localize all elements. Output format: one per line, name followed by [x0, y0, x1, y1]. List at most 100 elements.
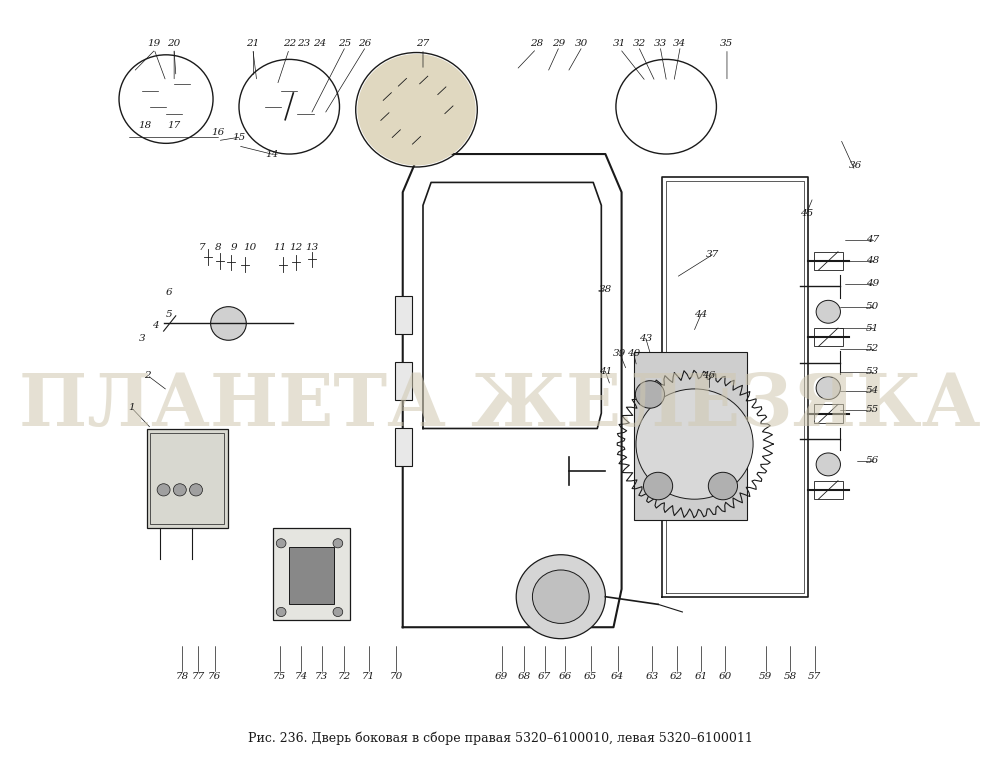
Bar	[395, 362, 412, 401]
Text: 13: 13	[305, 243, 319, 252]
Text: 35: 35	[720, 39, 734, 47]
Circle shape	[816, 377, 840, 400]
Text: 34: 34	[673, 39, 687, 47]
Text: 22: 22	[283, 39, 296, 47]
Text: 7: 7	[198, 243, 205, 252]
Text: 12: 12	[289, 243, 302, 252]
Text: 45: 45	[800, 209, 813, 218]
Circle shape	[276, 538, 286, 548]
Text: 72: 72	[338, 673, 351, 681]
Text: 5: 5	[166, 309, 173, 319]
Circle shape	[333, 607, 343, 617]
Text: 69: 69	[495, 673, 508, 681]
Text: 67: 67	[538, 673, 551, 681]
Text: 50: 50	[866, 302, 879, 311]
Circle shape	[157, 484, 170, 496]
Text: 77: 77	[192, 673, 205, 681]
Text: 56: 56	[866, 457, 879, 466]
Text: 47: 47	[866, 235, 879, 244]
Circle shape	[211, 306, 246, 340]
Text: 8: 8	[215, 243, 221, 252]
Text: 44: 44	[694, 309, 708, 319]
Text: 43: 43	[639, 334, 653, 343]
Circle shape	[333, 538, 343, 548]
Text: 73: 73	[315, 673, 328, 681]
Bar	[634, 352, 747, 520]
Text: 10: 10	[244, 243, 257, 252]
Text: 6: 6	[166, 289, 173, 297]
Text: 25: 25	[338, 39, 351, 47]
Text: 31: 31	[613, 39, 627, 47]
Text: 41: 41	[599, 367, 612, 376]
Text: 1: 1	[128, 403, 134, 412]
Circle shape	[708, 473, 738, 499]
Text: 15: 15	[232, 133, 246, 142]
Text: ПЛАНЕТА ЖЕЛЕЗЯКА: ПЛАНЕТА ЖЕЛЕЗЯКА	[19, 371, 981, 441]
Circle shape	[516, 555, 605, 639]
Bar	[273, 528, 350, 620]
Circle shape	[357, 54, 476, 165]
Text: 4: 4	[152, 321, 159, 330]
Circle shape	[276, 607, 286, 617]
Circle shape	[643, 473, 673, 499]
Text: 18: 18	[138, 120, 152, 129]
Text: 57: 57	[808, 673, 821, 681]
Text: Рис. 236. Дверь боковая в сборе правая 5320–6100010, левая 5320–6100011: Рис. 236. Дверь боковая в сборе правая 5…	[248, 732, 752, 745]
Text: 26: 26	[358, 39, 371, 47]
Text: 63: 63	[646, 673, 659, 681]
Text: 20: 20	[168, 39, 181, 47]
Text: 66: 66	[558, 673, 571, 681]
Bar	[814, 328, 843, 346]
Text: 28: 28	[530, 39, 543, 47]
Text: 71: 71	[362, 673, 375, 681]
Text: 17: 17	[168, 120, 181, 129]
Text: 27: 27	[416, 39, 430, 47]
Text: 39: 39	[613, 349, 627, 358]
Circle shape	[532, 570, 589, 624]
Text: 3: 3	[138, 334, 145, 343]
Text: 21: 21	[246, 39, 259, 47]
Text: 19: 19	[147, 39, 160, 47]
Text: 16: 16	[211, 128, 225, 137]
Text: 68: 68	[518, 673, 531, 681]
Text: 36: 36	[848, 161, 862, 170]
Text: 48: 48	[866, 257, 879, 265]
Text: 76: 76	[208, 673, 221, 681]
Text: 61: 61	[694, 673, 708, 681]
Bar	[395, 296, 412, 334]
Text: 64: 64	[611, 673, 624, 681]
Text: 62: 62	[670, 673, 683, 681]
Circle shape	[635, 381, 665, 408]
Text: 58: 58	[784, 673, 797, 681]
Text: 38: 38	[599, 286, 612, 294]
Text: 11: 11	[273, 243, 286, 252]
Circle shape	[636, 389, 753, 499]
Text: 2: 2	[144, 371, 151, 380]
Text: 46: 46	[703, 371, 716, 380]
Text: 54: 54	[866, 386, 879, 395]
Bar	[147, 429, 228, 528]
Bar	[395, 428, 412, 466]
Circle shape	[816, 453, 840, 476]
Text: 52: 52	[866, 344, 879, 353]
Text: 51: 51	[866, 323, 879, 332]
Text: 40: 40	[627, 349, 640, 358]
Text: 33: 33	[654, 39, 667, 47]
Text: 53: 53	[866, 367, 879, 376]
Text: 37: 37	[706, 250, 719, 259]
Text: 23: 23	[297, 39, 310, 47]
Bar	[814, 252, 843, 270]
Text: 24: 24	[313, 39, 327, 47]
Circle shape	[190, 484, 203, 496]
Text: 75: 75	[273, 673, 286, 681]
Text: 30: 30	[574, 39, 588, 47]
Bar	[150, 433, 224, 524]
Circle shape	[816, 300, 840, 323]
Bar	[814, 481, 843, 499]
Bar	[289, 547, 334, 604]
Text: 32: 32	[633, 39, 646, 47]
Text: 70: 70	[390, 673, 403, 681]
Text: 55: 55	[866, 405, 879, 414]
Text: 49: 49	[866, 280, 879, 288]
Circle shape	[173, 484, 186, 496]
